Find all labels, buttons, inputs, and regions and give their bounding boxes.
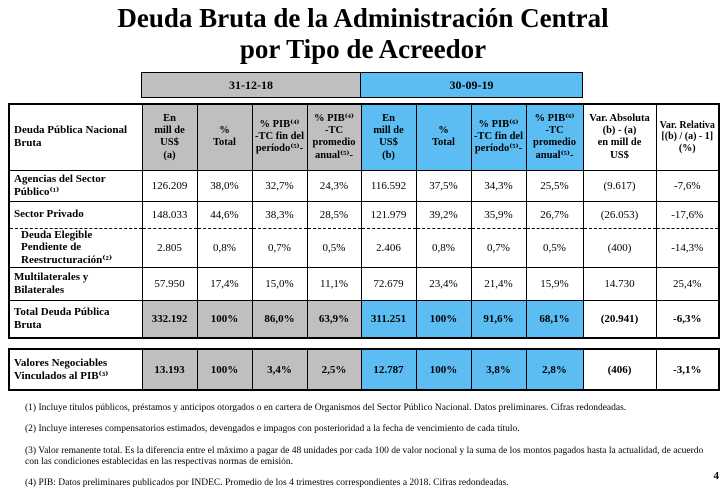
data-cell: -14,3% bbox=[655, 227, 720, 269]
data-cell: (9.617) bbox=[582, 169, 657, 202]
footnote-4: (4) PIB: Datos preliminares publicados p… bbox=[25, 478, 509, 489]
row-label: Sector Privado bbox=[8, 200, 143, 229]
data-cell: 25,5% bbox=[525, 169, 584, 202]
data-cell: 11,1% bbox=[306, 267, 362, 302]
data-cell: 2.805 bbox=[141, 227, 198, 269]
data-cell: 57.950 bbox=[141, 267, 198, 302]
page-title: Deuda Bruta de la Administración Central… bbox=[117, 3, 609, 64]
data-cell: 14.730 bbox=[582, 267, 657, 302]
data-cell: 100% bbox=[196, 348, 253, 391]
data-cell: 72.679 bbox=[360, 267, 417, 302]
date-header-bar: 31-12-18 30-09-19 bbox=[141, 72, 583, 98]
data-cell: 2,8% bbox=[525, 348, 584, 391]
col-header-mill-a: En mill de US$ (a) bbox=[141, 103, 198, 171]
row-label: Deuda Elegible Pendiente de Reestructura… bbox=[8, 227, 143, 269]
data-cell: 332.192 bbox=[141, 300, 198, 339]
data-cell: 24,3% bbox=[306, 169, 362, 202]
col-header-pib-prom-a: % PIB⁽⁴⁾ -TC promedio anual⁽⁵⁾- bbox=[306, 103, 362, 171]
data-cell: 68,1% bbox=[525, 300, 584, 339]
data-cell: 86,0% bbox=[251, 300, 308, 339]
data-cell: (400) bbox=[582, 227, 657, 269]
col-header-pct-total-a: % Total bbox=[196, 103, 253, 171]
data-cell: (20.941) bbox=[582, 300, 657, 339]
page-number: 4 bbox=[713, 470, 720, 482]
data-cell: 2.406 bbox=[360, 227, 417, 269]
data-cell: 37,5% bbox=[415, 169, 472, 202]
data-cell: 38,0% bbox=[196, 169, 253, 202]
data-cell: 126.209 bbox=[141, 169, 198, 202]
data-cell: -17,6% bbox=[655, 200, 720, 229]
data-cell: (26.053) bbox=[582, 200, 657, 229]
data-cell: 12.787 bbox=[360, 348, 417, 391]
data-cell: 2,5% bbox=[306, 348, 362, 391]
data-cell: 34,3% bbox=[470, 169, 527, 202]
col-header-var-absoluta: Var. Absoluta (b) - (a) en mill de US$ bbox=[582, 103, 657, 171]
data-cell: 63,9% bbox=[306, 300, 362, 339]
data-cell: 100% bbox=[415, 300, 472, 339]
footnote-2: (2) Incluye intereses compensatorios est… bbox=[25, 424, 520, 435]
data-cell: 121.979 bbox=[360, 200, 417, 229]
footnotes: (1) Incluye títulos públicos, préstamos … bbox=[25, 392, 719, 493]
row-label: Agencias del Sector Público⁽¹⁾ bbox=[8, 169, 143, 202]
data-cell: 3,4% bbox=[251, 348, 308, 391]
data-cell: 0,5% bbox=[306, 227, 362, 269]
data-cell: -6,3% bbox=[655, 300, 720, 339]
row-label: Valores Negociables Vinculados al PIB⁽³⁾ bbox=[8, 348, 143, 391]
data-cell: 116.592 bbox=[360, 169, 417, 202]
data-cell: 32,7% bbox=[251, 169, 308, 202]
table-row-deuda-elegible: Deuda Elegible Pendiente de Reestructura… bbox=[8, 227, 720, 269]
col-header-pib-prom-b: % PIB⁽⁶⁾ -TC promedio anual⁽⁵⁾- bbox=[525, 103, 584, 171]
date-header-2018: 31-12-18 bbox=[142, 73, 361, 97]
data-cell: 26,7% bbox=[525, 200, 584, 229]
data-cell: -3,1% bbox=[655, 348, 720, 391]
date-header-2019: 30-09-19 bbox=[361, 73, 582, 97]
data-cell: 100% bbox=[196, 300, 253, 339]
footnote-1: (1) Incluye títulos públicos, préstamos … bbox=[25, 402, 627, 413]
table-row-sector-privado: Sector Privado 148.033 44,6% 38,3% 28,5%… bbox=[8, 200, 720, 229]
data-cell: (406) bbox=[582, 348, 657, 391]
data-cell: 38,3% bbox=[251, 200, 308, 229]
data-cell: 3,8% bbox=[470, 348, 527, 391]
row-label: Multilaterales y Bilaterales bbox=[8, 267, 143, 302]
col-header-pib-fin-b: % PIB⁽⁶⁾ -TC fin del período⁽⁵⁾- bbox=[470, 103, 527, 171]
corner-header: Deuda Pública Nacional Bruta bbox=[8, 103, 143, 171]
data-cell: 15,0% bbox=[251, 267, 308, 302]
valores-negociables-table: Valores Negociables Vinculados al PIB⁽³⁾… bbox=[8, 348, 720, 391]
data-cell: 148.033 bbox=[141, 200, 198, 229]
debt-by-creditor-table: Deuda Pública Nacional Bruta En mill de … bbox=[8, 103, 720, 339]
data-cell: 0,5% bbox=[525, 227, 584, 269]
data-cell: 0,8% bbox=[415, 227, 472, 269]
data-cell: 17,4% bbox=[196, 267, 253, 302]
data-cell: 91,6% bbox=[470, 300, 527, 339]
data-cell: 28,5% bbox=[306, 200, 362, 229]
data-cell: 21,4% bbox=[470, 267, 527, 302]
table-row-total: Total Deuda Pública Bruta 332.192 100% 8… bbox=[8, 300, 720, 339]
data-cell: 35,9% bbox=[470, 200, 527, 229]
data-cell: 0,7% bbox=[470, 227, 527, 269]
data-cell: 13.193 bbox=[141, 348, 198, 391]
data-cell: 100% bbox=[415, 348, 472, 391]
row-label: Total Deuda Pública Bruta bbox=[8, 300, 143, 339]
data-cell: 311.251 bbox=[360, 300, 417, 339]
data-cell: 23,4% bbox=[415, 267, 472, 302]
data-cell: 39,2% bbox=[415, 200, 472, 229]
data-cell: -7,6% bbox=[655, 169, 720, 202]
data-cell: 25,4% bbox=[655, 267, 720, 302]
col-header-pct-total-b: % Total bbox=[415, 103, 472, 171]
footnote-3: (3) Valor remanente total. Es la diferen… bbox=[25, 445, 704, 467]
table-row-multilaterales: Multilaterales y Bilaterales 57.950 17,4… bbox=[8, 267, 720, 302]
data-cell: 44,6% bbox=[196, 200, 253, 229]
data-cell: 0,7% bbox=[251, 227, 308, 269]
table-row-agencias: Agencias del Sector Público⁽¹⁾ 126.209 3… bbox=[8, 169, 720, 202]
col-header-mill-b: En mill de US$ (b) bbox=[360, 103, 417, 171]
data-cell: 15,9% bbox=[525, 267, 584, 302]
table-header-row: Deuda Pública Nacional Bruta En mill de … bbox=[8, 103, 720, 171]
col-header-pib-fin-a: % PIB⁽⁴⁾ -TC fin del período⁽⁵⁾- bbox=[251, 103, 308, 171]
table-row-valores-negociables: Valores Negociables Vinculados al PIB⁽³⁾… bbox=[8, 348, 720, 391]
data-cell: 0,8% bbox=[196, 227, 253, 269]
col-header-var-relativa: Var. Relativa [(b) / (a) - 1] (%) bbox=[655, 103, 720, 171]
